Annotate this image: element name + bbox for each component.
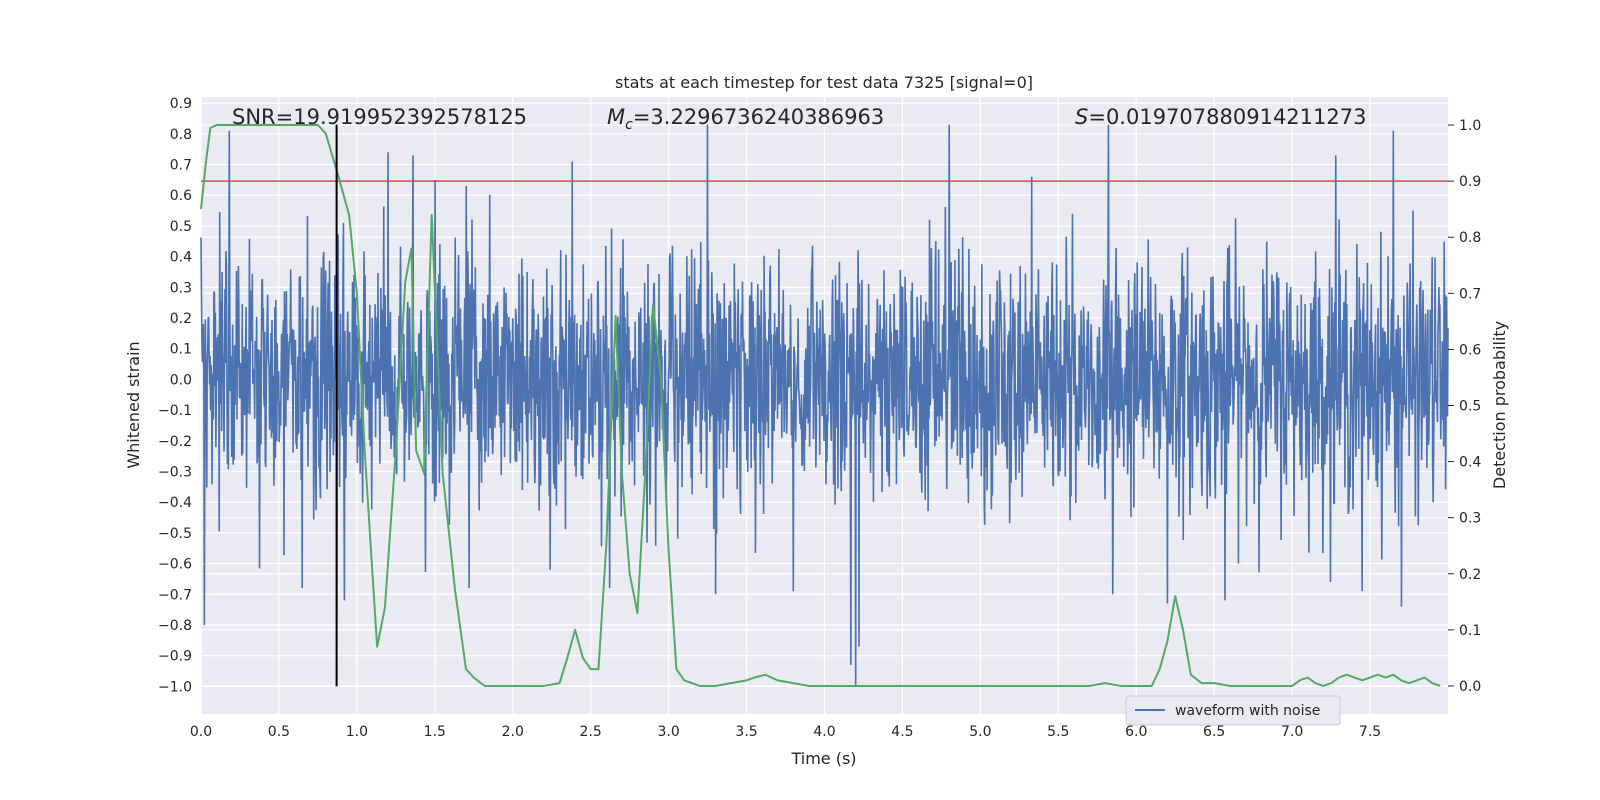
x-tick-label: 5.0: [969, 724, 991, 740]
y-right-tick-label: 1.0: [1459, 118, 1481, 134]
x-axis-label: Time (s): [790, 749, 856, 768]
y-left-tick-label: −0.7: [158, 587, 192, 603]
y-right-tick-label: 0.9: [1459, 174, 1481, 190]
probability-series: [200, 124, 1448, 687]
y-left-tick-label: −0.3: [158, 464, 192, 480]
mc-annotation: Mc=3.2296736240386963: [607, 105, 884, 133]
s-symbol: S: [1075, 105, 1088, 129]
y-left-tick-label: −0.5: [158, 526, 192, 542]
y-left-tick-label: 0.9: [170, 96, 192, 112]
y-left-tick-label: 0.5: [170, 219, 192, 235]
mc-symbol: M: [607, 105, 625, 129]
y-left-tick-label: 0.6: [170, 188, 192, 204]
y-left-tick-label: 0.3: [170, 280, 192, 296]
x-tick-label: 5.5: [1047, 724, 1069, 740]
y-left-tick-label: −0.4: [158, 495, 192, 511]
y-right-tick-label: 0.2: [1459, 567, 1481, 583]
x-tick-label: 3.0: [657, 724, 679, 740]
waveform-line: [200, 124, 1449, 687]
x-tick-label: 3.5: [735, 724, 757, 740]
x-tick-label: 6.5: [1203, 724, 1225, 740]
y-left-tick-label: −1.0: [158, 679, 192, 695]
y-left-tick-label: −0.9: [158, 649, 192, 665]
y-left-tick-label: 0.2: [170, 311, 192, 327]
x-tick-label: 2.5: [580, 724, 602, 740]
y-left-tick-label: −0.2: [158, 434, 192, 450]
x-tick-label: 0.0: [190, 724, 212, 740]
x-tick-label: 7.5: [1359, 724, 1381, 740]
y-right-tick-label: 0.4: [1459, 455, 1481, 471]
y-right-tick-label: 0.7: [1459, 286, 1481, 302]
x-tick-label: 1.5: [424, 724, 446, 740]
legend-label-waveform: waveform with noise: [1175, 703, 1320, 719]
y-left-tick-label: −0.6: [158, 557, 192, 573]
y-left-tick-label: 0.4: [170, 250, 192, 266]
y-axis-label-left: Whitened strain: [124, 341, 143, 468]
x-tick-label: 7.0: [1281, 724, 1303, 740]
y-left-tick-label: −0.1: [158, 403, 192, 419]
mc-subscript: c: [625, 117, 633, 133]
x-tick-label: 4.0: [813, 724, 835, 740]
mc-value: =3.2296736240386963: [633, 105, 884, 129]
y-right-tick-label: 0.1: [1459, 623, 1481, 639]
axes-layer: 0.0 0.5 1.0 1.5 2.0 2.5 3.0 3.5 4.0 4.5 5.0 5.5 6.0 6…: [158, 96, 1481, 740]
y-right-tick-label: 0.5: [1459, 399, 1481, 415]
s-annotation: S=0.019707880914211273: [1075, 105, 1366, 129]
legend: waveform with noise: [1125, 695, 1341, 726]
x-tick-label: 2.0: [502, 724, 524, 740]
chart-title: stats at each timestep for test data 732…: [615, 73, 1033, 92]
y-right-tick-label: 0.0: [1459, 679, 1481, 695]
x-tick-label: 6.0: [1125, 724, 1147, 740]
y-left-tick-label: 0.7: [170, 158, 192, 174]
snr-annotation: SNR=19.919952392578125: [232, 105, 527, 129]
x-tick-label: 1.0: [346, 724, 368, 740]
data-layer: [200, 124, 1449, 687]
x-tick-label: 0.5: [268, 724, 290, 740]
waveform-series: [200, 124, 1449, 687]
y-left-tick-label: 0.0: [170, 372, 192, 388]
y-left-tick-label: 0.1: [170, 342, 192, 358]
y-right-tick-label: 0.8: [1459, 230, 1481, 246]
y-right-tick-label: 0.6: [1459, 342, 1481, 358]
y-left-tick-label: −0.8: [158, 618, 192, 634]
probability-line: [200, 124, 1441, 687]
legend-box: [1125, 695, 1341, 726]
x-tick-label: 4.5: [891, 724, 913, 740]
y-left-tick-label: 0.8: [170, 127, 192, 143]
s-value: =0.019707880914211273: [1088, 105, 1366, 129]
y-axis-label-right: Detection probability: [1490, 321, 1509, 489]
y-right-tick-label: 0.3: [1459, 511, 1481, 527]
